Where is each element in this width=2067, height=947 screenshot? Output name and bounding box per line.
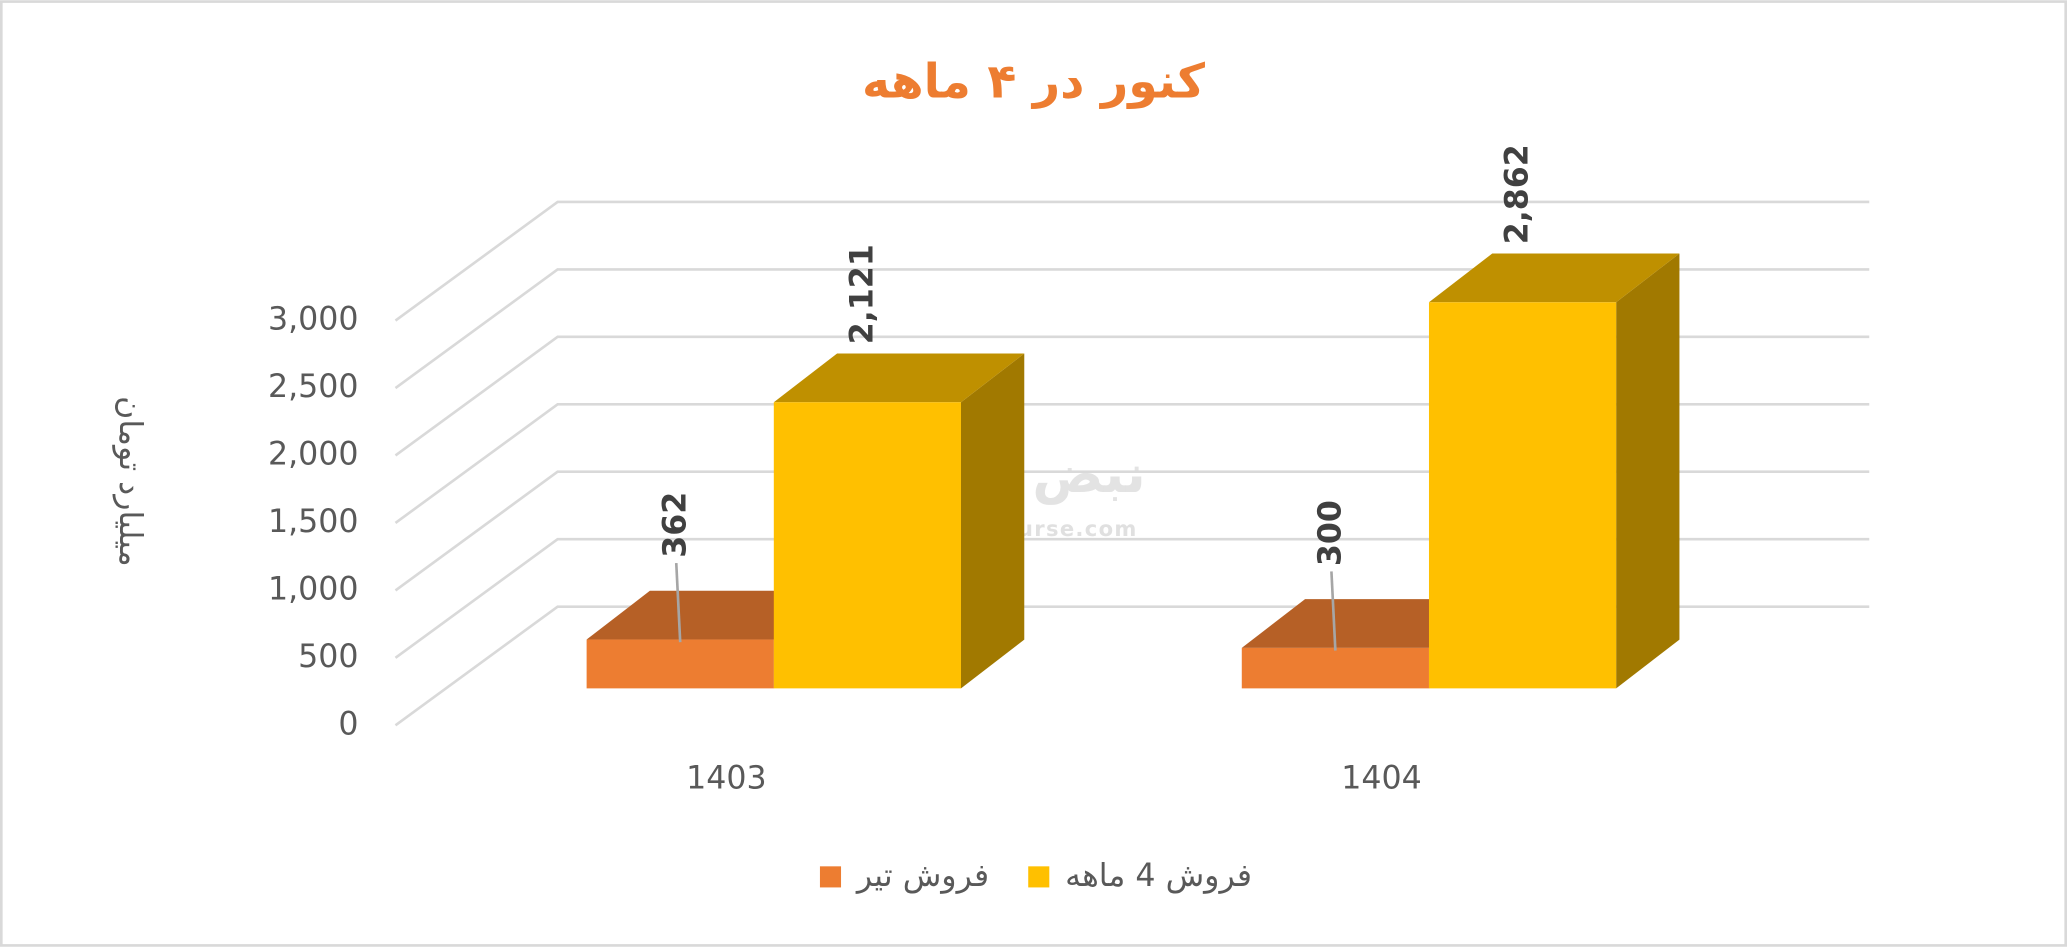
y-tick-label: 2,000 <box>268 436 359 472</box>
x-tick-label: 1403 <box>686 760 766 796</box>
y-tick-label: 2,500 <box>268 369 359 405</box>
grid-line <box>394 200 1870 322</box>
data-label: 300 <box>1312 500 1348 566</box>
bar-top <box>1428 253 1680 303</box>
x-tick-label: 1404 <box>1341 760 1421 796</box>
y-axis-label: میلیارد تومان <box>112 396 148 566</box>
leader-line <box>1330 571 1337 651</box>
y-tick-label: 500 <box>298 639 358 675</box>
data-label: 362 <box>657 492 693 558</box>
bar <box>773 402 961 689</box>
y-tick-label: 0 <box>338 706 358 742</box>
legend-label: فروش 4 ماهه <box>1065 858 1252 894</box>
chart-title: کنور در ۴ ماهه <box>862 55 1205 110</box>
bar <box>586 639 774 689</box>
legend-label: فروش تیر <box>855 858 989 894</box>
y-tick-label: 3,000 <box>268 302 359 338</box>
data-label: 2,862 <box>1500 144 1536 244</box>
bar-side <box>1616 253 1680 689</box>
data-label: 2,121 <box>844 244 880 344</box>
bar <box>1428 302 1617 689</box>
bar-top <box>773 353 1025 403</box>
bar <box>1241 647 1429 689</box>
legend-swatch <box>1028 866 1050 888</box>
legend-swatch <box>819 866 842 888</box>
leader-line <box>674 563 682 643</box>
y-tick-label: 1,000 <box>268 571 359 607</box>
grid-line <box>394 268 1870 390</box>
bar-side <box>960 353 1025 689</box>
y-tick-label: 1,500 <box>268 504 359 540</box>
